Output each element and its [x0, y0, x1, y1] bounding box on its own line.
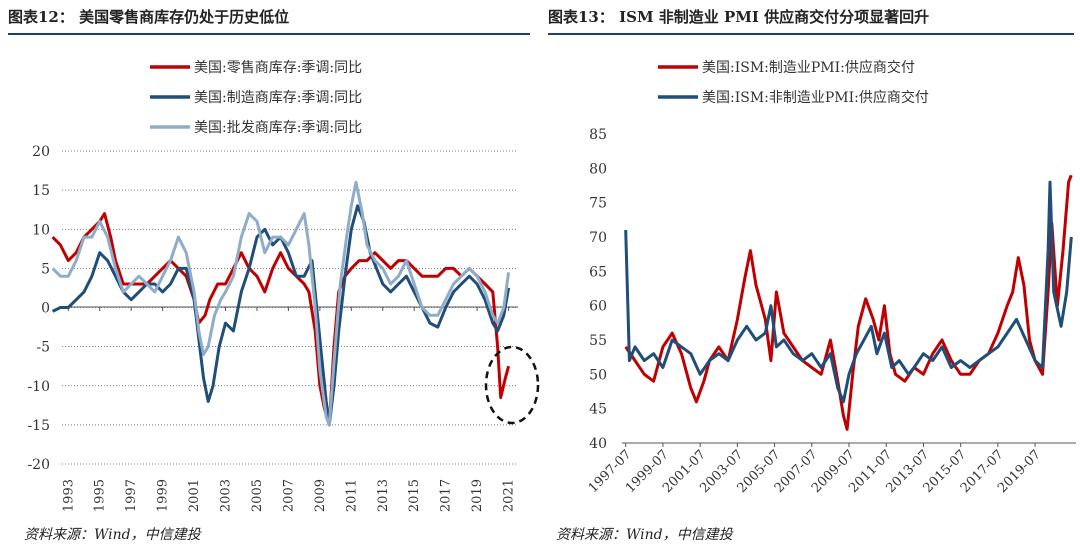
left-x-tick-label: 2017 [439, 479, 454, 512]
left-legend-label-3: 美国:批发商库存:季调:同比 [194, 120, 362, 136]
right-y-tick-label: 40 [589, 436, 607, 452]
left-series-line-3 [51, 180, 511, 427]
left-x-tick-label: 1997 [124, 479, 139, 512]
right-legend-label-1: 美国:ISM:制造业PMI:供应商交付 [702, 59, 915, 76]
left-x-tick-label: 2015 [407, 479, 422, 512]
left-title-rule [8, 33, 530, 35]
left-chart-title: 图表12： 美国零售商库存仍处于历史低位 [8, 8, 290, 26]
right-y-tick-label: 80 [589, 161, 607, 177]
left-legend-label-2: 美国:制造商库存:季调:同比 [194, 90, 362, 106]
left-x-tick-label: 1993 [61, 479, 76, 512]
left-y-tick-label: 10 [32, 222, 50, 238]
left-series-line-2 [51, 204, 511, 427]
right-series-line-2 [624, 180, 1073, 404]
left-x-tick-label: 2005 [250, 479, 265, 512]
left-legend-label-1: 美国:零售商库存:季调:同比 [194, 60, 362, 76]
right-y-tick-label: 70 [589, 230, 607, 246]
right-legend-label-2: 美国:ISM:非制造业PMI:供应商交付 [702, 89, 929, 106]
left-x-tick-label: 2001 [187, 479, 202, 512]
right-series-line-1 [624, 174, 1073, 431]
left-x-tick-label: 2007 [281, 479, 296, 512]
left-y-tick-label: 15 [32, 183, 50, 199]
right-title-rule [548, 33, 1074, 35]
right-y-tick-label: 60 [589, 299, 607, 315]
left-y-tick-label: 0 [41, 301, 50, 317]
left-x-tick-label: 2003 [219, 479, 234, 512]
right-y-tick-label: 85 [589, 127, 607, 143]
right-y-tick-label: 50 [589, 367, 607, 383]
left-y-tick-label: -10 [27, 379, 50, 395]
right-y-tick-label: 75 [589, 196, 607, 212]
right-y-tick-label: 65 [589, 264, 607, 280]
right-y-tick-label: 55 [589, 333, 607, 349]
left-y-tick-label: -15 [27, 418, 50, 434]
right-y-tick-label: 45 [589, 402, 607, 418]
right-chart: 858075706560555045401997-071999-072001-0… [586, 59, 1076, 496]
left-x-tick-label: 1999 [156, 479, 171, 512]
left-x-tick-label: 1995 [93, 479, 108, 512]
left-panel: 图表12： 美国零售商库存仍处于历史低位 20 15 10 5 0 -5 -10 -15 -20… [8, 8, 540, 543]
right-source-note: 资料来源：Wind，中信建投 [556, 527, 733, 543]
left-source-note: 资料来源：Wind，中信建投 [24, 527, 201, 543]
right-chart-title: 图表13： ISM 非制造业 PMI 供应商交付分项显著回升 [548, 8, 930, 26]
left-y-tick-label: 20 [32, 144, 50, 160]
left-x-tick-label: 2019 [470, 479, 485, 512]
left-y-tick-label: -5 [36, 340, 50, 356]
left-y-tick-label: -20 [27, 457, 50, 473]
right-panel: 图表13： ISM 非制造业 PMI 供应商交付分项显著回升 85 80 75 70 6… [540, 0, 1080, 552]
left-x-tick-label: 2021 [502, 479, 517, 512]
left-annotation-ellipse [484, 345, 540, 425]
left-x-tick-label: 2009 [313, 479, 328, 512]
left-x-tick-label: 2013 [376, 479, 391, 512]
left-x-tick-label: 2011 [344, 479, 359, 512]
left-y-tick-label: 5 [41, 261, 50, 277]
